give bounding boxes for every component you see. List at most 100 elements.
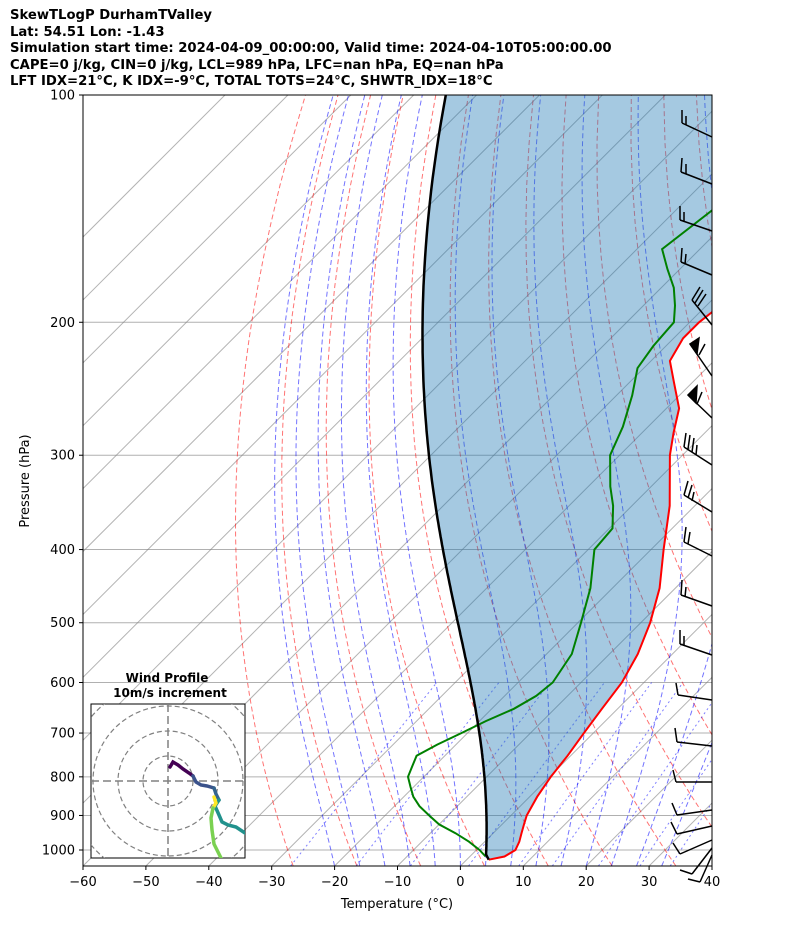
dry-adiabat	[234, 95, 306, 866]
x-tick-label: −60	[69, 875, 96, 890]
x-axis-label: Temperature (°C)	[340, 897, 453, 912]
x-tick-label: 10	[515, 875, 532, 890]
wind-barb	[680, 157, 713, 185]
moist-adiabat	[491, 95, 550, 866]
isotherm	[83, 95, 289, 301]
wind-barb	[674, 727, 713, 747]
y-tick-label: 800	[50, 770, 75, 785]
isotherm	[334, 487, 712, 866]
moist-adiabat	[581, 95, 632, 866]
wind-barb	[672, 839, 713, 855]
location-line: Lat: 54.51 Lon: -1.43	[10, 24, 165, 40]
mixing-ratio-line	[355, 682, 500, 866]
moist-adiabat	[636, 95, 712, 866]
wind-barb	[681, 110, 713, 138]
moist-adiabat	[454, 95, 517, 866]
indices-line-1: CAPE=0 j/kg, CIN=0 j/kg, LCL=989 hPa, LF…	[10, 57, 504, 73]
x-tick-label: −30	[258, 875, 285, 890]
wind-barb	[675, 682, 713, 701]
mixing-ratio-line	[669, 802, 712, 866]
wind-barb	[688, 336, 713, 377]
mixing-ratio-line	[409, 682, 551, 866]
y-tick-label: 900	[50, 809, 75, 824]
y-axis: 1000 900 800 700 600 500 400 300 200 100	[42, 89, 83, 859]
y-tick-label: 500	[50, 616, 75, 631]
dry-adiabat	[449, 95, 613, 866]
moist-adiabat	[317, 95, 386, 866]
x-tick-label: 40	[704, 875, 721, 890]
wind-barb	[691, 286, 713, 326]
y-tick-label: 300	[50, 449, 75, 464]
dry-adiabat	[368, 95, 485, 866]
chart-title: SkewTLogP DurhamTValley	[10, 8, 213, 23]
wind-barb	[679, 206, 713, 232]
x-tick-label: 0	[456, 875, 464, 890]
x-tick-label: −50	[132, 875, 159, 890]
wind-barb	[680, 579, 713, 607]
isotherm	[83, 95, 352, 364]
mixing-ratio-line	[290, 682, 438, 866]
isotherm	[271, 424, 712, 866]
wind-barb	[680, 247, 713, 276]
moist-adiabat	[274, 95, 336, 866]
isotherm	[83, 95, 477, 490]
inset-title-2: 10m/s increment	[113, 686, 227, 700]
x-tick-label: −40	[195, 875, 222, 890]
wind-barb	[671, 802, 713, 816]
dry-adiabat	[729, 95, 794, 866]
y-tick-label: 400	[50, 543, 75, 558]
wind-barb	[686, 384, 713, 419]
wind-barb	[683, 480, 713, 513]
dry-adiabat	[663, 95, 712, 411]
y-tick-label: 600	[50, 676, 75, 691]
temperature-line	[488, 310, 712, 861]
dry-adiabat	[596, 95, 712, 639]
isotherm	[208, 362, 712, 866]
wind-barbs	[670, 110, 713, 883]
chart-header: SkewTLogP DurhamTValley Lat: 54.51 Lon: …	[10, 8, 612, 91]
y-axis-label: Pressure (hPa)	[18, 434, 33, 527]
inset-title-1: Wind Profile	[126, 671, 209, 685]
y-tick-label: 1000	[42, 844, 75, 859]
isotherm	[83, 95, 603, 616]
indices-line-2: LFT IDX=21°C, K IDX=-9°C, TOTAL TOTS=24°…	[10, 74, 493, 89]
dry-adiabat	[325, 95, 422, 866]
wind-barb	[683, 526, 713, 557]
moist-adiabat	[365, 95, 436, 866]
parcel-line	[421, 95, 490, 861]
isotherm	[83, 95, 666, 679]
moist-adiabat	[661, 741, 712, 866]
isotherm	[711, 865, 712, 866]
x-tick-label: 20	[578, 875, 595, 890]
wind-barb	[679, 630, 713, 656]
x-tick-label: 30	[641, 875, 658, 890]
dewpoint-line	[406, 209, 712, 858]
plot-area	[83, 95, 794, 866]
hodograph-trace	[168, 759, 245, 858]
isotherm	[83, 95, 226, 238]
isotherm	[145, 299, 712, 866]
moist-adiabat	[392, 95, 461, 866]
moist-adiabat	[295, 95, 361, 866]
y-tick-label: 100	[50, 89, 75, 104]
wind-barb	[683, 432, 713, 466]
mixing-ratio-line	[639, 758, 712, 866]
wind-barb	[672, 769, 712, 783]
y-tick-label: 200	[50, 316, 75, 331]
isotherm	[397, 550, 712, 866]
y-tick-label: 700	[50, 727, 75, 742]
inset-rings	[91, 704, 245, 858]
moist-adiabat	[610, 95, 683, 866]
wind-barb	[687, 854, 713, 883]
isotherm	[460, 613, 712, 866]
x-axis: −60 −50 −40 −30 −20 −10 0 10 20 30 40	[69, 866, 720, 890]
isotherm	[83, 95, 415, 427]
x-tick-label: −20	[321, 875, 348, 890]
dry-adiabat	[525, 95, 712, 828]
dry-adiabat	[561, 95, 712, 736]
dry-adiabat	[281, 95, 358, 866]
x-tick-label: −10	[384, 875, 411, 890]
mixing-ratio-line	[597, 701, 712, 866]
time-line: Simulation start time: 2024-04-09_00:00:…	[10, 41, 612, 56]
isotherm	[83, 95, 540, 553]
